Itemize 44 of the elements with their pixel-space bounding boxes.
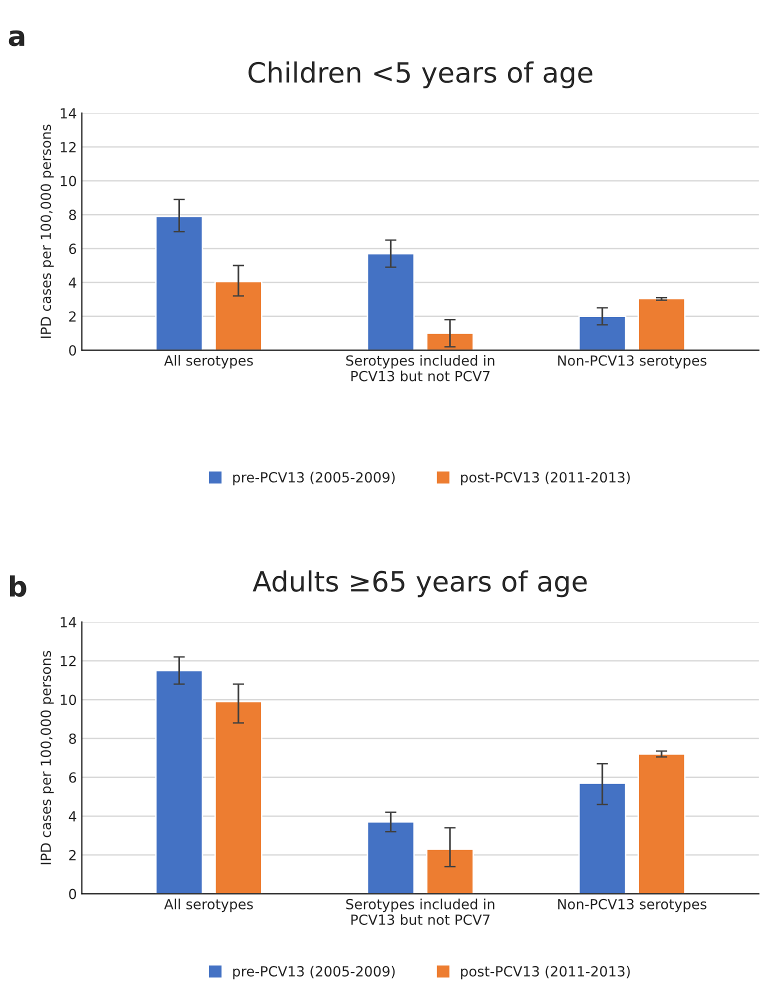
y-axis-title: IPD cases per 100,000 persons xyxy=(40,650,54,864)
y-tick-label: 0 xyxy=(69,345,76,356)
x-tick-label: Non-PCV13 serotypes xyxy=(558,898,706,912)
text: b xyxy=(10,575,26,597)
y-axis-title: IPD cases per 100,000 persons xyxy=(40,124,54,338)
bar xyxy=(214,280,262,350)
x-tick-label: Non-PCV13 serotypes xyxy=(558,355,706,368)
bar xyxy=(638,298,686,350)
y-tick-label: 2 xyxy=(69,311,76,322)
bar xyxy=(155,216,204,350)
y-tick-label: 14 xyxy=(60,108,76,118)
y-tick-label: 6 xyxy=(69,772,76,783)
bar xyxy=(366,252,415,350)
bar xyxy=(578,782,626,894)
bar xyxy=(155,670,204,894)
y-tick-label: 6 xyxy=(69,244,76,254)
y-tick-label: 8 xyxy=(69,210,76,220)
y-tick-label: 4 xyxy=(68,811,76,822)
bar xyxy=(366,821,415,894)
y-tick-label: 4 xyxy=(68,278,76,288)
legend-label: pre-PCV13 (2005-2009) xyxy=(233,966,395,980)
bar xyxy=(578,316,626,350)
x-tick-label: Serotypes included in PCV13 but not PCV7 xyxy=(346,355,494,382)
legend-label: pre-PCV13 (2005-2009) xyxy=(233,472,395,486)
bar xyxy=(638,753,686,894)
bar xyxy=(214,700,262,894)
bar xyxy=(426,848,474,894)
legend-label: post-PCV13 (2011-2013) xyxy=(461,966,630,980)
x-tick-label: All serotypes xyxy=(164,355,253,368)
y-tick-label: 12 xyxy=(60,142,76,152)
legend-label: post-PCV13 (2011-2013) xyxy=(461,472,630,486)
y-tick-label: 0 xyxy=(69,888,76,900)
y-tick-label: 10 xyxy=(60,694,76,706)
chart-title: Children <5 years of age xyxy=(248,61,592,88)
y-tick-label: 8 xyxy=(69,733,76,744)
y-tick-label: 14 xyxy=(60,617,76,628)
bar xyxy=(426,332,474,350)
y-tick-label: 2 xyxy=(69,850,76,860)
chart-title: Adults ≥65 years of age xyxy=(252,570,587,598)
x-tick-label: Serotypes included in PCV13 but not PCV7 xyxy=(346,898,494,925)
y-tick-label: 12 xyxy=(60,656,76,666)
x-tick-label: All serotypes xyxy=(164,898,253,912)
text: a xyxy=(8,30,24,46)
y-tick-label: 10 xyxy=(60,176,76,186)
